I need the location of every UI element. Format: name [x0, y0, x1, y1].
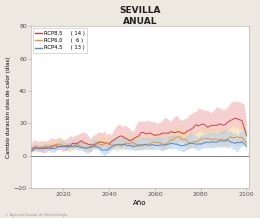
Title: SEVILLA
ANUAL: SEVILLA ANUAL: [119, 5, 161, 26]
Text: © Agencia Estatal de Meteorología: © Agencia Estatal de Meteorología: [5, 213, 67, 217]
X-axis label: Año: Año: [133, 200, 147, 206]
Legend: RCP8.5     ( 14 ), RCP6.0     (  6 ), RCP4.5     ( 13 ): RCP8.5 ( 14 ), RCP6.0 ( 6 ), RCP4.5 ( 13…: [33, 28, 87, 53]
Y-axis label: Cambio duración olas de calor (días): Cambio duración olas de calor (días): [5, 56, 11, 158]
